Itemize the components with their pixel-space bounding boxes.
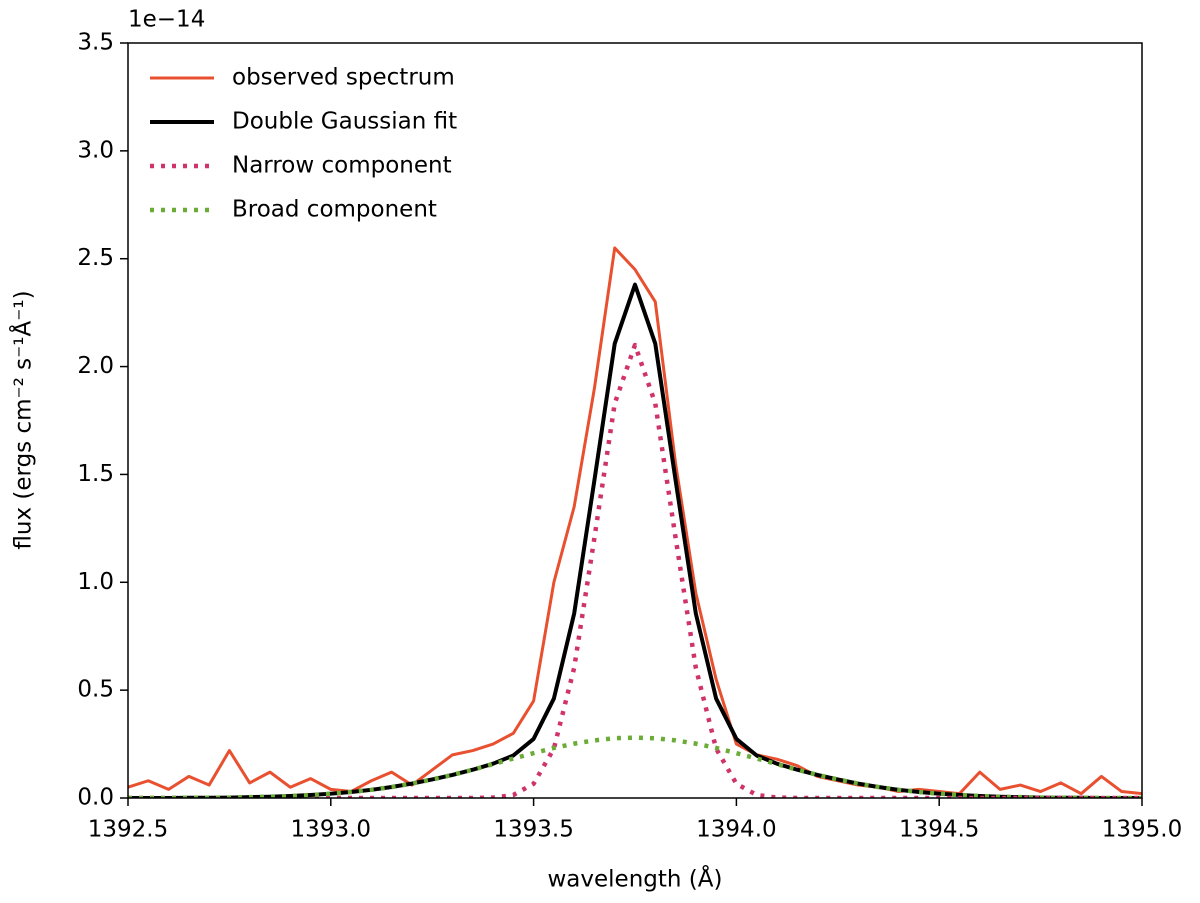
legend-label: observed spectrum: [232, 65, 455, 91]
y-tick-label: 2.5: [77, 245, 114, 271]
legend-label: Narrow component: [232, 153, 452, 179]
y-offset-label: 1e−14: [128, 7, 205, 33]
x-tick-label: 1394.0: [696, 817, 776, 843]
x-tick-label: 1395.0: [1102, 817, 1182, 843]
x-tick-label: 1393.0: [291, 817, 371, 843]
series-line: [128, 282, 1142, 798]
y-axis-label: flux (ergs cm⁻² s⁻¹Å⁻¹): [9, 290, 37, 549]
x-tick-label: 1394.5: [899, 817, 979, 843]
series-line: [128, 735, 1142, 798]
y-tick-label: 1.5: [77, 461, 114, 487]
y-tick-label: 1.0: [77, 569, 114, 595]
plot-frame: [127, 42, 1143, 799]
y-tick-label: 0.5: [77, 677, 114, 703]
x-axis-label: wavelength (Å): [548, 865, 723, 893]
legend-label: Double Gaussian fit: [232, 109, 457, 135]
y-tick-label: 2.0: [77, 353, 114, 379]
x-tick-label: 1392.5: [88, 817, 168, 843]
series-line: [128, 342, 1142, 798]
y-tick-label: 3.0: [77, 137, 114, 163]
x-tick-label: 1393.5: [493, 817, 573, 843]
y-tick-label: 3.5: [77, 30, 114, 56]
legend-label: Broad component: [232, 197, 437, 223]
series-line: [128, 246, 1142, 796]
y-tick-label: 0.0: [77, 785, 114, 811]
